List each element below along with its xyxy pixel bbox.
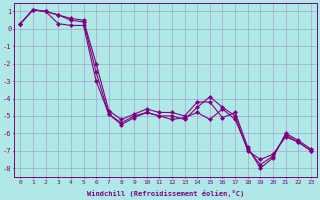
X-axis label: Windchill (Refroidissement éolien,°C): Windchill (Refroidissement éolien,°C) — [87, 190, 244, 197]
